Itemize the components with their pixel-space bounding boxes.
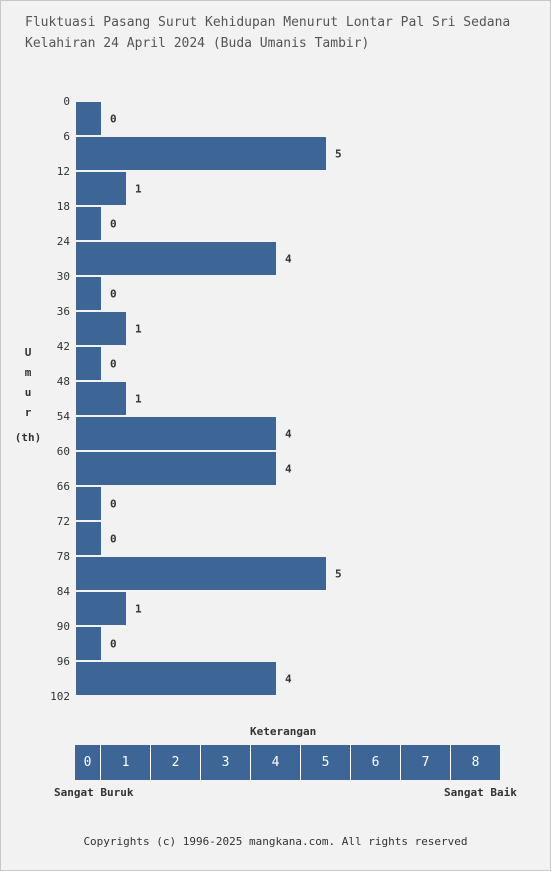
bar: [76, 102, 101, 135]
y-tick-label: 102: [50, 690, 70, 703]
y-tick-label: 24: [57, 235, 71, 248]
scale-cell: 1: [100, 745, 150, 780]
copyright-footer: Copyrights (c) 1996-2025 mangkana.com. A…: [83, 835, 468, 848]
y-tick-label: 48: [57, 375, 70, 388]
bar: [76, 172, 126, 205]
y-axis-letter: r: [24, 406, 32, 419]
y-tick-label: 54: [57, 410, 71, 423]
chart-title: Fluktuasi Pasang Surut Kehidupan Menurut…: [25, 12, 510, 54]
y-tick-label: 72: [57, 515, 70, 528]
bar-value-label: 0: [110, 638, 117, 651]
y-tick-label: 18: [57, 200, 70, 213]
bar-value-label: 0: [110, 113, 117, 126]
y-tick-label: 90: [57, 620, 70, 633]
y-tick-label: 60: [57, 445, 70, 458]
bar-value-label: 4: [285, 673, 292, 686]
bar-value-label: 5: [335, 568, 342, 581]
bar: [76, 207, 101, 240]
bar: [76, 592, 126, 625]
scale-cell: 0: [75, 745, 100, 780]
bar-value-label: 0: [110, 533, 117, 546]
bar-value-label: 1: [135, 323, 142, 336]
y-tick-label: 36: [57, 305, 70, 318]
y-tick-label: 96: [57, 655, 70, 668]
bar: [76, 522, 101, 555]
bar: [76, 242, 276, 275]
scale-cell: 4: [250, 745, 300, 780]
bar-value-label: 1: [135, 603, 142, 616]
bar-value-label: 1: [135, 183, 142, 196]
bar: [76, 627, 101, 660]
scale-cell: 8: [450, 745, 500, 780]
y-tick-label: 0: [63, 95, 70, 108]
bar-value-label: 0: [110, 288, 117, 301]
scale-cell: 5: [300, 745, 350, 780]
bar-value-label: 0: [110, 358, 117, 371]
y-axis-label: U m u r (th): [14, 343, 42, 444]
scale-cell: 7: [400, 745, 450, 780]
bar: [76, 137, 326, 170]
y-tick-label: 12: [57, 165, 70, 178]
bar: [76, 347, 101, 380]
bar-value-label: 4: [285, 253, 292, 266]
scale-high-label: Sangat Baik: [444, 786, 517, 799]
scale-cell: 6: [350, 745, 400, 780]
y-tick-label: 42: [57, 340, 70, 353]
y-tick-label: 78: [57, 550, 70, 563]
bar-value-label: 1: [135, 393, 142, 406]
scale-cell: 2: [150, 745, 200, 780]
y-tick-label: 30: [57, 270, 70, 283]
bar-chart: 0612182430364248546066727884909610205104…: [50, 95, 342, 703]
bar-value-label: 4: [285, 463, 292, 476]
bar-value-label: 0: [110, 498, 117, 511]
y-axis-unit: (th): [14, 431, 42, 444]
bar-value-label: 4: [285, 428, 292, 441]
y-tick-label: 6: [63, 130, 70, 143]
title-line-1: Fluktuasi Pasang Surut Kehidupan Menurut…: [25, 15, 511, 30]
y-tick-label: 66: [57, 480, 70, 493]
legend-title: Keterangan: [250, 725, 317, 738]
bar: [76, 417, 276, 450]
title-line-2: Kelahiran 24 April 2024 (Buda Umanis Tam…: [25, 36, 370, 51]
scale-cell: 3: [200, 745, 250, 780]
bar: [76, 557, 326, 590]
bar: [76, 662, 276, 695]
bar-value-label: 5: [335, 148, 342, 161]
y-axis-letter: u: [24, 386, 32, 399]
y-axis-letter: U: [24, 346, 32, 359]
bar: [76, 487, 101, 520]
y-tick-label: 84: [57, 585, 71, 598]
bar: [76, 277, 101, 310]
bar: [76, 382, 126, 415]
y-axis-letter: m: [24, 366, 32, 379]
scale-low-label: Sangat Buruk: [54, 786, 134, 799]
bar-value-label: 0: [110, 218, 117, 231]
bar: [76, 312, 126, 345]
bar: [76, 452, 276, 485]
